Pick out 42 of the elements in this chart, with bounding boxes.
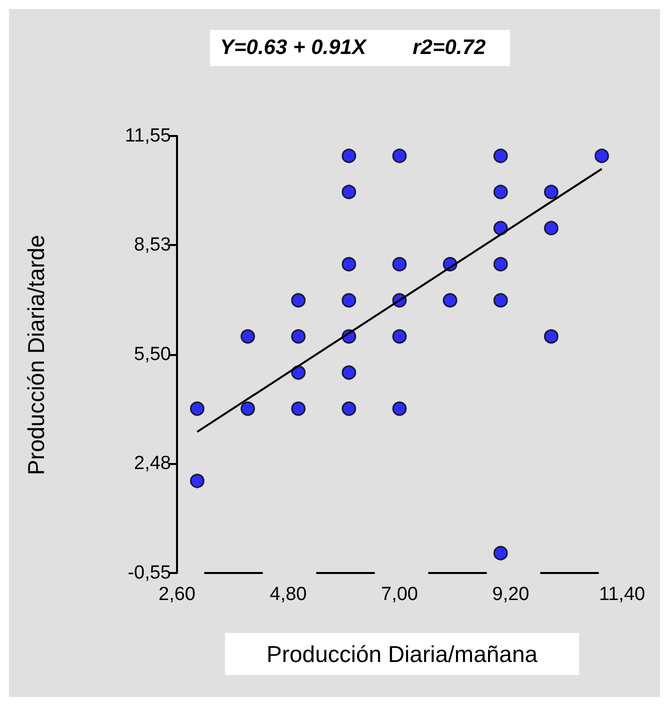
point [544,184,558,200]
point [291,329,306,344]
point [240,329,256,344]
y-axis-title: Producción Diaria/tarde [23,234,49,476]
point [594,148,610,164]
point [190,401,204,416]
point [493,546,508,560]
point [493,220,508,236]
y-tick-label: 2,48 [134,453,171,474]
point [291,293,306,308]
y-tick-label: 5,50 [134,344,171,365]
x-axis-title: Producción Diaria/mañana [266,641,538,667]
point [544,220,558,236]
point [342,256,356,272]
point [392,401,407,416]
point [190,474,204,488]
x-tick-label: 9,20 [492,584,530,605]
point [342,365,356,380]
x-tick-label: 11,40 [598,584,646,605]
chart-title: Y=0.63 + 0.91X r2=0.72 [220,36,486,59]
point [240,401,256,416]
point [442,293,458,308]
point [493,184,508,200]
point [342,184,356,200]
y-tick-label: -0,55 [128,562,171,584]
x-tick-label: 2,60 [158,584,196,605]
point [291,365,306,380]
point [493,256,508,272]
point [493,148,508,164]
point [392,329,407,344]
point [392,148,407,164]
point [342,148,356,164]
y-tick-label: 11,55 [124,126,171,146]
x-tick-label: 7,00 [381,584,418,605]
point [291,401,306,416]
point [392,256,407,272]
point [493,293,508,308]
point [544,329,558,344]
point [342,293,356,308]
point [342,401,356,416]
x-tick-label: 4,80 [270,584,307,605]
y-tick-label: 8,53 [134,234,171,256]
